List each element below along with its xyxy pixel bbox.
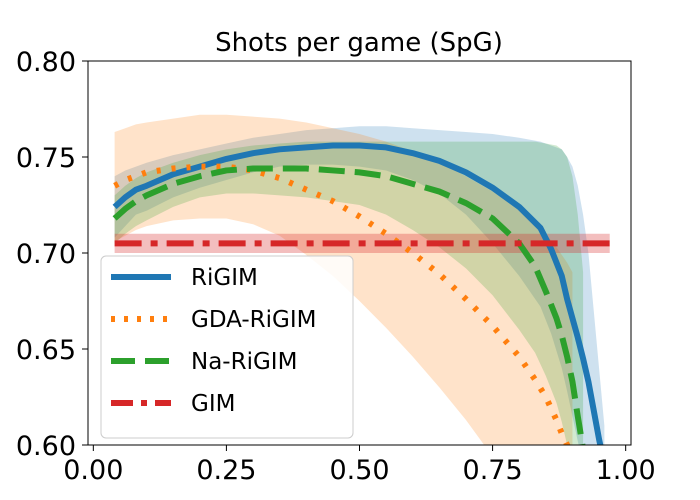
legend-label-gda-rigim: GDA-RiGIM xyxy=(191,307,316,333)
y-tick-label: 0.70 xyxy=(16,239,76,270)
chart-title: Shots per game (SpG) xyxy=(215,28,503,58)
x-tick-label: 0.75 xyxy=(463,455,523,486)
confidence-band-na-rigim xyxy=(114,141,584,445)
legend: RiGIM GDA-RiGIM Na-RiGIM GIM xyxy=(100,255,354,439)
x-tick-label: 0.25 xyxy=(196,455,256,486)
y-tick-label: 0.75 xyxy=(16,143,76,174)
x-tick-label: 1.00 xyxy=(596,455,656,486)
legend-label-na-rigim: Na-RiGIM xyxy=(191,349,297,375)
legend-label-rigim: RiGIM xyxy=(191,265,258,291)
y-tick-label: 0.65 xyxy=(16,335,76,366)
confidence-band-rigim xyxy=(114,126,605,445)
x-tick-label: 0.00 xyxy=(63,455,123,486)
x-tick-label: 0.50 xyxy=(329,455,389,486)
legend-label-gim: GIM xyxy=(191,391,235,417)
y-axis: 0.60 0.65 0.70 0.75 0.80 xyxy=(16,47,88,462)
legend-box xyxy=(100,255,354,439)
x-axis: 0.00 0.25 0.50 0.75 1.00 xyxy=(63,445,656,486)
series-line-na-rigim xyxy=(112,165,586,445)
series-line-rigim xyxy=(112,142,604,445)
y-tick-label: 0.60 xyxy=(16,431,76,462)
series-lines xyxy=(112,142,610,445)
y-tick-label: 0.80 xyxy=(16,47,76,78)
